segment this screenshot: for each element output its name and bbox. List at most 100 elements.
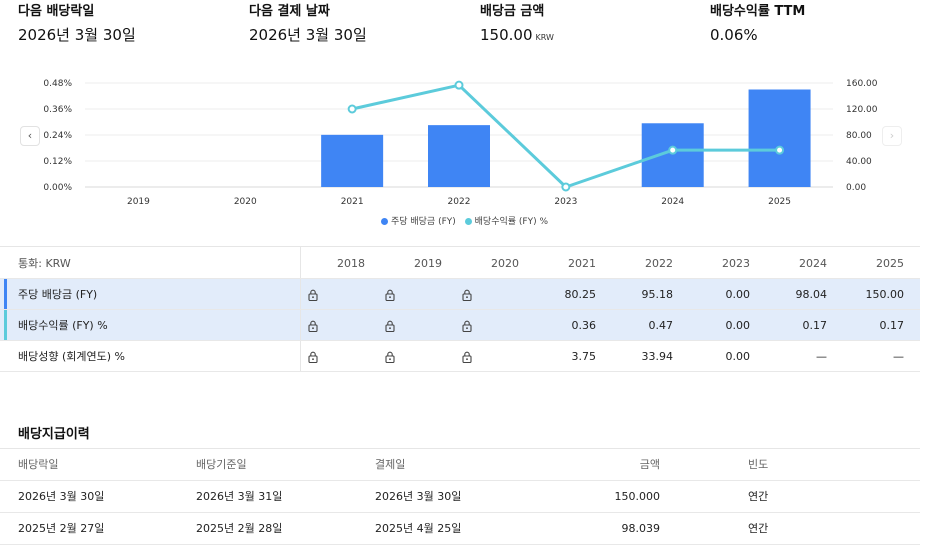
x-axis-tick-label: 2025 <box>768 197 791 207</box>
year-header: 2025 <box>876 257 904 270</box>
x-axis-tick-label: 2022 <box>448 197 471 207</box>
year-header: 2021 <box>568 257 596 270</box>
right-axis-tick-label: 80.00 <box>846 131 872 141</box>
bar-dividend-per-share <box>748 89 811 187</box>
legend-label-yield: 배당수익률 (FY) % <box>474 217 549 227</box>
row-accent-bar <box>4 279 7 309</box>
year-header: 2020 <box>491 257 519 270</box>
yield-ttm-summary: 배당수익률 TTM 0.06% <box>710 4 805 44</box>
locked-cell[interactable] <box>278 310 348 341</box>
value-cell: 150.00 <box>865 288 905 301</box>
history-header-amount: 금액 <box>639 458 660 471</box>
year-header: 2018 <box>337 257 365 270</box>
x-axis-tick-label: 2020 <box>234 197 257 207</box>
left-axis-tick-label: 0.48% <box>43 79 72 89</box>
locked-cell[interactable] <box>355 341 425 372</box>
locked-cell[interactable] <box>355 279 425 310</box>
currency-label: 통화: KRW <box>18 257 71 270</box>
legend-item-yield[interactable]: 배당수익률 (FY) % <box>464 214 549 227</box>
history-amount: 98.039 <box>621 522 661 535</box>
left-axis-tick-label: 0.00% <box>43 183 72 193</box>
yield-line <box>351 83 780 189</box>
column-divider <box>300 310 301 340</box>
payment-history-title: 배당지급이력 <box>18 427 90 442</box>
locked-cell[interactable] <box>278 279 348 310</box>
row-label: 주당 배당금 (FY) <box>18 288 98 301</box>
yield-ttm-label: 배당수익률 TTM <box>710 4 806 19</box>
value-cell: 0.36 <box>571 319 597 332</box>
lock-icon <box>385 320 395 332</box>
locked-cell[interactable] <box>432 341 502 372</box>
value-cell: — <box>893 350 904 363</box>
history-recorddate: 2026년 3월 31일 <box>196 490 283 503</box>
right-axis-tick-label: 120.00 <box>846 105 878 115</box>
value-cell: 0.47 <box>648 319 674 332</box>
dividend-data-table: 통화: KRW 2018 2019 2020 2021 2022 2023 20… <box>0 246 920 372</box>
right-axis-tick-label: 40.00 <box>846 157 872 167</box>
right-axis-tick-label: 0.00 <box>846 183 866 193</box>
yield-point <box>775 145 785 155</box>
next-paydate-value: 2026년 3월 30일 <box>249 26 367 44</box>
next-exdate-label: 다음 배당락일 <box>18 4 95 19</box>
value-cell: 95.18 <box>641 288 674 301</box>
bar-dividend-per-share <box>321 134 384 187</box>
locked-cell[interactable] <box>278 341 348 372</box>
yield-point <box>668 145 678 155</box>
next-paydate-label: 다음 결제 날짜 <box>249 4 330 19</box>
x-axis-tick-label: 2023 <box>554 197 577 207</box>
year-header: 2019 <box>414 257 442 270</box>
year-header: 2022 <box>645 257 673 270</box>
lock-icon <box>462 320 472 332</box>
legend-dot-dps <box>380 218 388 225</box>
lock-icon <box>385 289 395 301</box>
column-divider <box>300 247 301 278</box>
year-header: 2024 <box>799 257 827 270</box>
dividend-amount-unit: KRW <box>535 33 554 42</box>
right-axis-tick-label: 160.00 <box>846 79 878 89</box>
row-label: 배당수익률 (FY) % <box>18 319 108 332</box>
lock-icon <box>462 289 472 301</box>
value-cell: 0.00 <box>725 319 751 332</box>
year-header: 2023 <box>722 257 750 270</box>
table-row: 배당성향 (회계연도) % 3.75 33.94 0.00 — — <box>0 341 920 372</box>
left-axis-tick-label: 0.12% <box>43 157 72 167</box>
left-axis-tick-label: 0.24% <box>43 131 72 141</box>
dividend-amount-label: 배당금 금액 <box>480 4 545 19</box>
locked-cell[interactable] <box>355 310 425 341</box>
x-axis-tick-label: 2021 <box>341 197 364 207</box>
value-cell: 3.75 <box>571 350 597 363</box>
lock-icon <box>308 289 318 301</box>
value-cell: — <box>816 350 827 363</box>
value-cell: 0.00 <box>725 288 751 301</box>
legend-item-dps[interactable]: 주당 배당금 (FY) <box>380 214 456 227</box>
table-header-row: 통화: KRW 2018 2019 2020 2021 2022 2023 20… <box>0 246 920 279</box>
legend-label-dps: 주당 배당금 (FY) <box>390 217 456 227</box>
locked-cell[interactable] <box>432 310 502 341</box>
next-exdate-summary: 다음 배당락일 2026년 3월 30일 <box>18 4 136 44</box>
dividend-chart-svg: 0.00% 0.00 0.12% 40.00 0.24% 80.00 0.36% 120.00… <box>43 79 878 207</box>
history-paydate: 2026년 3월 30일 <box>375 490 462 503</box>
column-divider <box>300 279 301 309</box>
history-header-exdate: 배당락일 <box>18 458 59 471</box>
chart-prev-button[interactable]: ‹ <box>20 126 40 146</box>
history-header-row: 배당락일 배당기준일 결제일 금액 빈도 <box>0 448 920 481</box>
history-header-frequency: 빈도 <box>748 458 769 471</box>
history-header-paydate: 결제일 <box>375 458 406 471</box>
dividend-chart: 0.00% 0.00 0.12% 40.00 0.24% 80.00 0.36% 120.00… <box>0 60 929 235</box>
history-frequency: 연간 <box>748 490 769 503</box>
payment-history-table: 배당락일 배당기준일 결제일 금액 빈도 2026년 3월 30일 2026년 … <box>0 448 920 545</box>
x-axis-tick-label: 2019 <box>127 197 150 207</box>
chart-legend: 주당 배당금 (FY) 배당수익률 (FY) % <box>0 214 929 227</box>
chart-next-button[interactable]: › <box>882 126 902 146</box>
value-cell: 80.25 <box>564 288 597 301</box>
dividend-amount-row: 150.00 KRW <box>480 26 554 47</box>
dividend-amount-value: 150.00 <box>480 26 533 44</box>
lock-icon <box>462 351 472 363</box>
value-cell: 0.00 <box>725 350 751 363</box>
history-row: 2026년 3월 30일 2026년 3월 31일 2026년 3월 30일 1… <box>0 481 920 513</box>
locked-cell[interactable] <box>432 279 502 310</box>
history-header-recorddate: 배당기준일 <box>196 458 247 471</box>
history-amount: 150.000 <box>614 490 661 503</box>
history-exdate: 2025년 2월 27일 <box>18 522 105 535</box>
row-accent-bar <box>4 310 7 340</box>
